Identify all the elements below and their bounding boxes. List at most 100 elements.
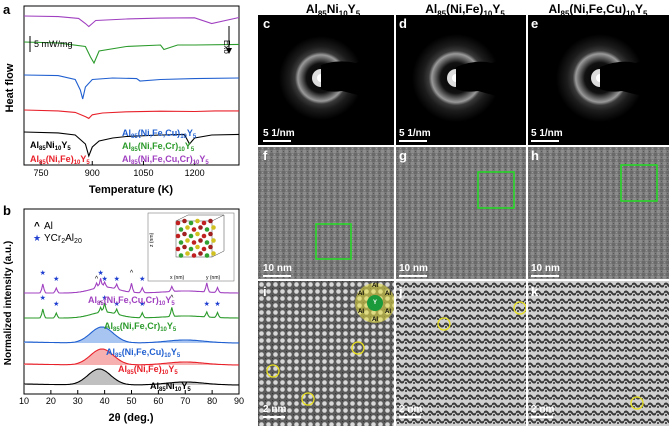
diffraction-pattern-e: e 5 1/nm — [528, 15, 669, 145]
xrd-legend-2: Al85(Ni,Fe,Cu)10Y5 — [106, 347, 181, 359]
x-tick-label: 750 — [34, 168, 49, 178]
al-marker-symbol: ^ — [34, 221, 40, 232]
hrtem-image-g: g 10 nm — [396, 147, 526, 279]
ycr-marker-symbol: ★ — [33, 233, 41, 243]
cluster-diagram: Al Al Al Al Al Al Y — [358, 283, 391, 323]
zoomed-image-j: j 2 nm — [396, 281, 526, 426]
x-tick-label: 40 — [100, 396, 110, 406]
panel-label-e: e — [531, 16, 539, 31]
exo-label: Exo — [222, 40, 231, 54]
legend-entry-2: Al85(Ni,Fe,Cu)10Y5 — [122, 128, 197, 140]
hrtem-image-f: f 10 nm — [258, 147, 394, 279]
peak-marker: ★ — [139, 300, 145, 308]
dsc-curve-1 — [23, 109, 239, 120]
peak-marker: ^ — [130, 270, 134, 277]
column-title-3: Al85(Ni,Fe,Cu)10Y5 — [548, 2, 648, 19]
panel-label-d: d — [399, 16, 407, 31]
y-axis-label: Heat flow — [4, 63, 16, 112]
panel-label-j: j — [399, 284, 403, 299]
zoomed-image-i: Al Al Al Al Al Al Y i 2 nm — [258, 281, 394, 426]
legend-entry-3: Al85(Ni,Fe,Cr)10Y5 — [122, 141, 195, 153]
peak-marker: ★ — [53, 300, 59, 308]
legend-entry-1: Al85(Ni,Fe)10Y5 — [30, 154, 90, 166]
peak-marker: ^ — [95, 276, 99, 283]
dsc-chart: 750 900 1050 1200 5 mW/mg Exo Temperature (… — [4, 5, 240, 196]
scale-bar-e: 5 1/nm — [531, 128, 563, 142]
peak-marker: ★ — [101, 294, 107, 302]
panel-label-h: h — [531, 148, 539, 163]
x-tick-label: 1050 — [133, 168, 153, 178]
scale-bar-i: 2 nm — [263, 404, 286, 418]
x-tick-label: 10 — [19, 396, 29, 406]
peak-marker: ★ — [97, 269, 103, 277]
xrd-chart: ★★^★★★^★★★★^★★★^★★★^ 102030405060708090 … — [3, 208, 244, 424]
peak-marker: ★ — [53, 275, 59, 283]
dsc-curve-2 — [23, 74, 240, 100]
x-axis-label: 2θ (deg.) — [108, 412, 153, 424]
xrd-curve-1 — [24, 348, 239, 366]
x-tick-label: 90 — [234, 396, 244, 406]
legend-entry-0: Al85Ni10Y5 — [30, 140, 71, 152]
legend-entry-4: Al85(Ni,Fe,Cu,Cr)10Y5 — [122, 154, 209, 166]
scale-bar-h: 10 nm — [531, 263, 560, 277]
xrd-legend-3: Al85(Ni,Fe)10Y5 — [118, 364, 178, 376]
x-tick-label: 70 — [180, 396, 190, 406]
hrtem-image-h: h 10 nm — [528, 147, 669, 279]
panel-label-i: i — [263, 284, 267, 299]
ycr-marker-label: YCr2Al20 — [44, 233, 82, 245]
scale-bar-label: 5 mW/mg — [34, 39, 73, 49]
scale-bar-g: 10 nm — [399, 263, 428, 277]
diffraction-pattern-c: c 5 1/nm — [258, 15, 394, 145]
xrd-curve-2 — [24, 326, 239, 344]
x-tick-label: 900 — [85, 168, 100, 178]
scale-bar-c: 5 1/nm — [263, 128, 295, 142]
xrd-legend-0: Al85(Ni,Fe,Cu,Cr)10Y5 — [88, 295, 175, 307]
peak-marker: ^ — [99, 301, 103, 308]
xrd-curve-3 — [24, 302, 239, 319]
y-axis-label: Normalized intensity (a.u.) — [3, 241, 14, 365]
al-marker-label: Al — [44, 221, 53, 232]
inset-z-label: z (nm) — [149, 233, 155, 248]
peak-marker: ★ — [40, 269, 46, 277]
x-tick-label: 50 — [126, 396, 136, 406]
panel-label-b: b — [3, 203, 11, 218]
xrd-legend-4: Al85Ni10Y5 — [150, 381, 191, 393]
peak-marker: ★ — [114, 275, 120, 283]
inset-y-label: y (nm) — [206, 275, 221, 281]
x-tick-label: 80 — [207, 396, 217, 406]
peak-marker: ★ — [204, 300, 210, 308]
panel-label-k: k — [531, 284, 539, 299]
x-tick-label: 60 — [153, 396, 163, 406]
panel-label-f: f — [263, 148, 268, 163]
dsc-curve-0 — [23, 131, 240, 158]
scale-bar-f: 10 nm — [263, 263, 292, 277]
xrd-curve-4 — [24, 278, 239, 294]
diffraction-pattern-d: d 5 1/nm — [396, 15, 526, 145]
x-axis-label: Temperature (K) — [89, 184, 173, 196]
panel-label-g: g — [399, 148, 407, 163]
dsc-plot-frame — [23, 5, 240, 166]
peak-marker: ★ — [101, 275, 107, 283]
dsc-curve-4 — [23, 15, 240, 28]
column-title-1: Al85Ni10Y5 — [305, 2, 361, 19]
scale-bar-d: 5 1/nm — [399, 128, 431, 142]
dsc-curve-3 — [23, 41, 240, 65]
panel-label-a: a — [3, 2, 11, 17]
crystal-inset: z (nm) x (nm) y (nm) — [147, 212, 235, 282]
inset-x-label: x (nm) — [170, 275, 185, 281]
column-title-2: Al85(Ni,Fe)10Y5 — [425, 2, 505, 19]
x-tick-label: 30 — [73, 396, 83, 406]
xrd-curve-0 — [24, 368, 239, 386]
peak-marker: ^ — [170, 295, 174, 302]
zoomed-image-k: k 2 nm — [528, 281, 669, 426]
scale-bar-j: 2 nm — [399, 404, 422, 418]
peak-marker: ★ — [139, 275, 145, 283]
xrd-legend-1: Al85(Ni,Fe,Cr)10Y5 — [104, 321, 177, 333]
x-tick-label: 20 — [46, 396, 56, 406]
scale-bar-k: 2 nm — [531, 404, 554, 418]
peak-marker: ★ — [214, 300, 220, 308]
panel-label-c: c — [263, 16, 271, 31]
peak-marker: ★ — [40, 294, 46, 302]
peak-marker: ★ — [114, 300, 120, 308]
x-tick-label: 1200 — [185, 168, 205, 178]
